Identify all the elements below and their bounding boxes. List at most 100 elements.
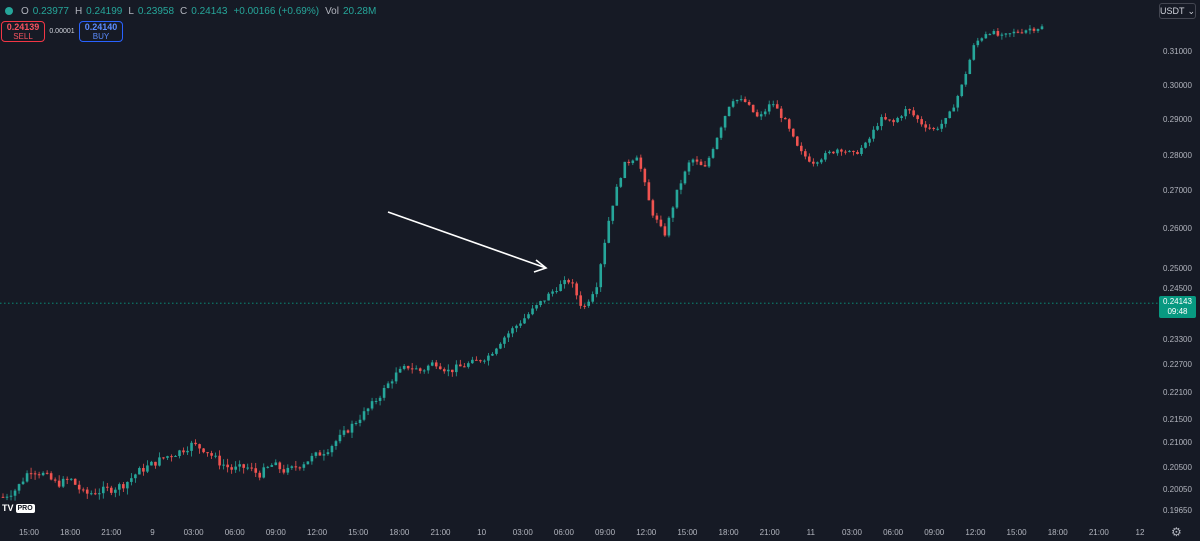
candle [414, 365, 418, 370]
candle [254, 462, 258, 478]
candle [964, 71, 968, 87]
candle [804, 148, 807, 160]
candle [988, 33, 992, 36]
candle [29, 467, 33, 480]
candle [5, 493, 9, 501]
candle [491, 352, 494, 357]
candle [727, 106, 731, 117]
candle [687, 160, 691, 175]
candle [639, 154, 643, 172]
candle [350, 420, 354, 438]
candle [178, 449, 181, 459]
candle [390, 379, 394, 389]
candle [824, 150, 827, 162]
candle [398, 366, 402, 373]
logo-text: TV [2, 503, 14, 513]
candle [41, 471, 45, 477]
volume-label: Vol [325, 5, 339, 17]
candle [194, 439, 197, 446]
candle [731, 98, 735, 109]
buy-button[interactable]: 0.24140 BUY [79, 21, 123, 42]
x-tick-label: 18:00 [1048, 528, 1069, 537]
currency-label: USDT [1159, 6, 1185, 16]
candle [146, 460, 149, 473]
x-tick-label: 15:00 [677, 528, 698, 537]
y-tick-label: 0.21000 [1163, 438, 1192, 447]
candle [471, 356, 474, 364]
x-tick-label: 21:00 [1089, 528, 1110, 537]
x-tick-label: 06:00 [554, 528, 575, 537]
y-tick-label: 0.25000 [1163, 264, 1192, 273]
candle [1000, 32, 1004, 40]
candle [61, 476, 65, 488]
candle [619, 177, 623, 189]
candle [791, 128, 795, 138]
candle [715, 137, 719, 150]
candle [783, 116, 787, 120]
tradingview-logo[interactable]: TV PRO [2, 503, 35, 513]
y-tick-label: 0.22700 [1163, 360, 1192, 369]
time-axis[interactable]: 15:00 18:00 21:00 9 03:00 06:00 09:00 12:00 15:0… [19, 528, 1145, 537]
candle [808, 153, 811, 163]
candle [916, 114, 919, 123]
close-value: 0.24143 [191, 5, 228, 17]
candle [402, 364, 406, 371]
candle [1012, 28, 1016, 38]
y-tick-label: 0.23300 [1163, 335, 1192, 344]
gear-icon[interactable]: ⚙ [1171, 525, 1182, 539]
candle [888, 119, 891, 122]
candle [238, 460, 241, 472]
candle [386, 381, 390, 389]
candle [302, 461, 306, 471]
y-tick-label: 0.28000 [1163, 151, 1192, 160]
candle [583, 304, 586, 310]
candle [314, 451, 318, 459]
candle [93, 488, 97, 496]
candle [214, 452, 217, 459]
candle [210, 450, 213, 459]
x-tick-label: 12:00 [965, 528, 986, 537]
buy-price: 0.24140 [84, 21, 118, 32]
candle [968, 58, 972, 75]
candle [591, 291, 595, 303]
candle [330, 444, 334, 457]
candle [547, 292, 550, 301]
candle [274, 459, 278, 466]
candle [816, 161, 819, 167]
current-price-tag: 0.24143 09:48 [1159, 296, 1196, 318]
candle [523, 313, 526, 324]
candle [467, 361, 470, 369]
x-tick-label: 03:00 [842, 528, 863, 537]
currency-select[interactable]: USDT ⌄ [1159, 3, 1196, 19]
candle [683, 170, 687, 185]
candle [956, 94, 960, 112]
candle [723, 115, 727, 131]
candle [310, 453, 314, 465]
candle [571, 279, 574, 288]
candle [928, 124, 931, 130]
candle [342, 425, 346, 438]
candle [382, 385, 386, 401]
candle [655, 212, 659, 224]
y-tick-label: 0.19650 [1163, 506, 1192, 515]
y-tick-label: 0.20050 [1163, 485, 1192, 494]
candle [607, 216, 611, 244]
candle [378, 395, 382, 406]
candle [290, 465, 294, 470]
candle [222, 459, 225, 470]
candle [615, 184, 619, 206]
candle [334, 439, 338, 450]
candle [587, 299, 590, 308]
sell-button[interactable]: 0.24139 SELL [1, 21, 45, 42]
candle [206, 451, 209, 457]
candle [170, 454, 173, 462]
candle [703, 160, 707, 167]
candle [49, 471, 53, 481]
candle [575, 281, 578, 300]
price-axis[interactable]: 0.31000 0.30000 0.29000 0.28000 0.27000 0.260… [1163, 47, 1192, 515]
candle [89, 490, 93, 496]
x-tick-label: 09:00 [595, 528, 616, 537]
candle [876, 122, 879, 131]
candle [667, 216, 671, 238]
